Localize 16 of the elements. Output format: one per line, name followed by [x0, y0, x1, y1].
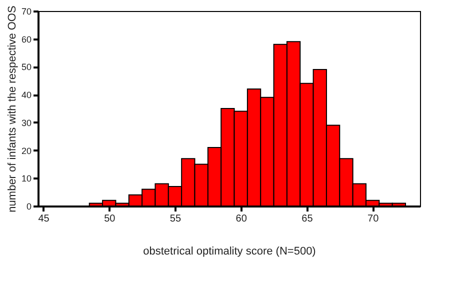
- x-tick-label: 55: [170, 214, 182, 224]
- x-tick-label: 45: [38, 214, 50, 224]
- x-tick-label: 50: [104, 214, 116, 224]
- y-tick-label: 20: [21, 146, 32, 156]
- y-tick-label: 10: [21, 174, 32, 184]
- x-tick-label: 60: [236, 214, 248, 224]
- x-tick-label: 70: [368, 214, 380, 224]
- y-tick-label: 30: [21, 118, 32, 128]
- x-axis-title: obstetrical optimality score (N=500): [143, 246, 316, 258]
- y-tick-label: 40: [21, 90, 32, 100]
- y-tick-label: 60: [21, 34, 32, 44]
- y-axis-title: number of infants with the respective OOS: [6, 6, 18, 212]
- y-tick-label: 0: [26, 202, 32, 212]
- y-tick-label: 70: [21, 6, 32, 16]
- y-tick-label: 50: [21, 62, 32, 72]
- x-tick-label: 65: [302, 214, 314, 224]
